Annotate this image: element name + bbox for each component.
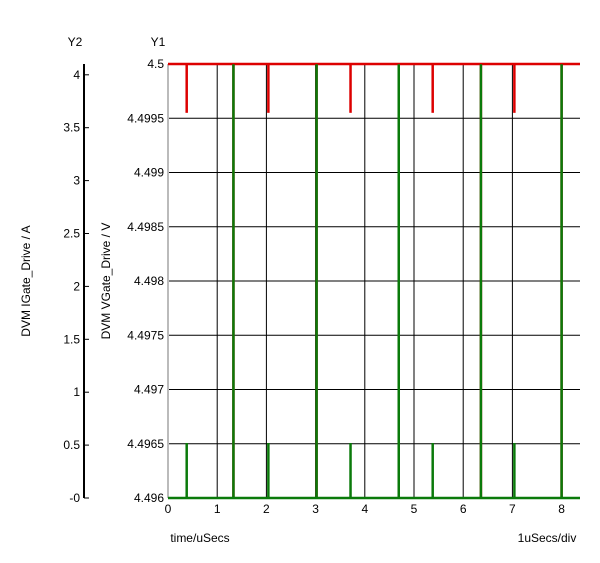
y1-axis-label: DVM VGate_Drive / V: [99, 223, 113, 340]
y2-tick-label: 3: [73, 174, 80, 188]
y1-tick-label: 4.499: [134, 166, 164, 180]
y2-axis-label: DVM IGate_Drive / A: [19, 225, 33, 336]
y1-tick-label: 4.497: [134, 383, 164, 397]
y1-tick-label: 4.4965: [127, 437, 164, 451]
x-tick-label: 2: [263, 502, 270, 516]
x-tick-label: 5: [411, 502, 418, 516]
y1-tick-label: 4.498: [134, 274, 164, 288]
y1-tick-label: 4.4995: [127, 111, 164, 125]
x-tick-label: 0: [165, 502, 172, 516]
x-tick-label: 1: [214, 502, 221, 516]
y2-tick-label: -0: [69, 491, 80, 505]
y2-tick-label: 1: [73, 385, 80, 399]
y2-tick-label: 2.5: [63, 227, 80, 241]
y1-axis-name: Y1: [151, 35, 166, 49]
y1-tick-label: 4.4985: [127, 220, 164, 234]
y1-tick-label: 4.5: [147, 57, 164, 71]
y2-tick-label: 0.5: [63, 438, 80, 452]
x-tick-label: 7: [509, 502, 516, 516]
y2-tick-label: 3.5: [63, 121, 80, 135]
y2-tick-label: 4: [73, 68, 80, 82]
y1-tick-label: 4.4975: [127, 328, 164, 342]
y2-tick-label: 2: [73, 279, 80, 293]
x-tick-label: 8: [558, 502, 565, 516]
y1-tick-label: 4.496: [134, 491, 164, 505]
x-tick-label: 4: [361, 502, 368, 516]
y2-tick-label: 1.5: [63, 332, 80, 346]
x-tick-label: 6: [460, 502, 467, 516]
x-axis-scale-label: 1uSecs/div: [518, 531, 577, 545]
x-tick-label: 3: [312, 502, 319, 516]
x-axis-label: time/uSecs: [170, 531, 229, 545]
y2-axis-name: Y2: [68, 35, 83, 49]
